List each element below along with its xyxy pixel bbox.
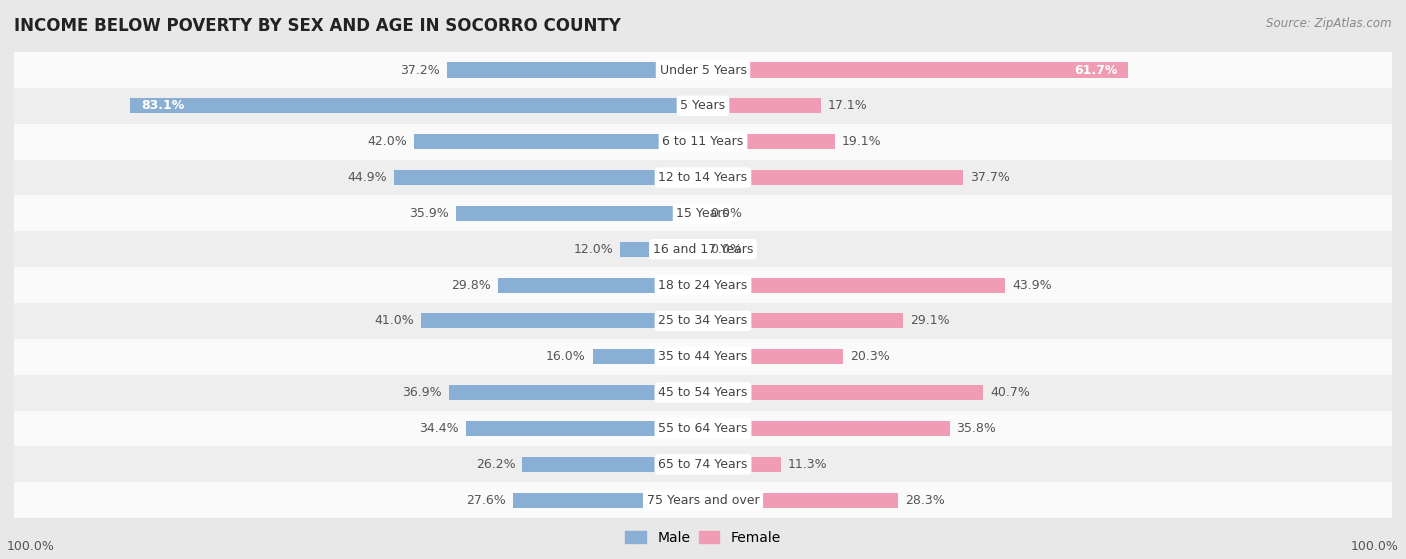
FancyBboxPatch shape — [14, 124, 1392, 160]
Bar — [703, 492, 898, 508]
Text: 28.3%: 28.3% — [905, 494, 945, 506]
Text: 35 to 44 Years: 35 to 44 Years — [658, 350, 748, 363]
Bar — [413, 134, 703, 149]
Text: 43.9%: 43.9% — [1012, 278, 1052, 292]
FancyBboxPatch shape — [14, 231, 1392, 267]
Text: Source: ZipAtlas.com: Source: ZipAtlas.com — [1267, 17, 1392, 30]
Text: 37.7%: 37.7% — [970, 171, 1010, 184]
Bar — [394, 170, 703, 185]
Bar — [703, 63, 1128, 78]
Text: 36.9%: 36.9% — [402, 386, 441, 399]
Text: 25 to 34 Years: 25 to 34 Years — [658, 314, 748, 328]
Text: 12 to 14 Years: 12 to 14 Years — [658, 171, 748, 184]
Text: 44.9%: 44.9% — [347, 171, 387, 184]
Bar — [420, 314, 703, 329]
Text: 40.7%: 40.7% — [990, 386, 1031, 399]
Bar — [703, 314, 904, 329]
Text: 29.8%: 29.8% — [451, 278, 491, 292]
FancyBboxPatch shape — [14, 303, 1392, 339]
Bar — [456, 206, 703, 221]
Bar — [131, 98, 703, 113]
Text: 19.1%: 19.1% — [841, 135, 882, 148]
Text: 83.1%: 83.1% — [141, 100, 184, 112]
Text: 65 to 74 Years: 65 to 74 Years — [658, 458, 748, 471]
Text: 11.3%: 11.3% — [787, 458, 827, 471]
Text: 15 Years: 15 Years — [676, 207, 730, 220]
Text: Under 5 Years: Under 5 Years — [659, 64, 747, 77]
FancyBboxPatch shape — [14, 160, 1392, 196]
FancyBboxPatch shape — [14, 375, 1392, 410]
FancyBboxPatch shape — [14, 339, 1392, 375]
Bar — [513, 492, 703, 508]
Text: 37.2%: 37.2% — [401, 64, 440, 77]
Text: 34.4%: 34.4% — [419, 422, 460, 435]
Text: 42.0%: 42.0% — [367, 135, 406, 148]
Text: INCOME BELOW POVERTY BY SEX AND AGE IN SOCORRO COUNTY: INCOME BELOW POVERTY BY SEX AND AGE IN S… — [14, 17, 621, 35]
Bar — [593, 349, 703, 364]
Bar — [703, 170, 963, 185]
Text: 100.0%: 100.0% — [1351, 541, 1399, 553]
Bar — [498, 278, 703, 292]
Text: 35.8%: 35.8% — [956, 422, 997, 435]
FancyBboxPatch shape — [14, 447, 1392, 482]
Text: 75 Years and over: 75 Years and over — [647, 494, 759, 506]
FancyBboxPatch shape — [14, 410, 1392, 447]
Text: 18 to 24 Years: 18 to 24 Years — [658, 278, 748, 292]
Bar — [465, 421, 703, 436]
Bar — [447, 63, 703, 78]
FancyBboxPatch shape — [14, 88, 1392, 124]
FancyBboxPatch shape — [14, 196, 1392, 231]
Text: 17.1%: 17.1% — [828, 100, 868, 112]
Bar — [703, 385, 983, 400]
FancyBboxPatch shape — [14, 267, 1392, 303]
Text: 55 to 64 Years: 55 to 64 Years — [658, 422, 748, 435]
Bar — [703, 134, 835, 149]
FancyBboxPatch shape — [14, 52, 1392, 88]
Text: 16 and 17 Years: 16 and 17 Years — [652, 243, 754, 256]
Text: 45 to 54 Years: 45 to 54 Years — [658, 386, 748, 399]
Bar — [523, 457, 703, 472]
Text: 41.0%: 41.0% — [374, 314, 413, 328]
Legend: Male, Female: Male, Female — [620, 525, 786, 551]
Text: 35.9%: 35.9% — [409, 207, 449, 220]
Text: 5 Years: 5 Years — [681, 100, 725, 112]
FancyBboxPatch shape — [14, 482, 1392, 518]
Text: 12.0%: 12.0% — [574, 243, 613, 256]
Text: 16.0%: 16.0% — [546, 350, 586, 363]
Bar — [703, 98, 821, 113]
Text: 0.0%: 0.0% — [710, 207, 742, 220]
Text: 26.2%: 26.2% — [477, 458, 516, 471]
Bar — [703, 457, 780, 472]
Bar — [703, 278, 1005, 292]
Bar — [703, 421, 949, 436]
Text: 100.0%: 100.0% — [7, 541, 55, 553]
Text: 61.7%: 61.7% — [1074, 64, 1118, 77]
Text: 20.3%: 20.3% — [849, 350, 890, 363]
Bar — [620, 241, 703, 257]
Text: 0.0%: 0.0% — [710, 243, 742, 256]
Text: 29.1%: 29.1% — [910, 314, 950, 328]
Text: 6 to 11 Years: 6 to 11 Years — [662, 135, 744, 148]
Bar — [449, 385, 703, 400]
Bar — [703, 349, 842, 364]
Text: 27.6%: 27.6% — [467, 494, 506, 506]
